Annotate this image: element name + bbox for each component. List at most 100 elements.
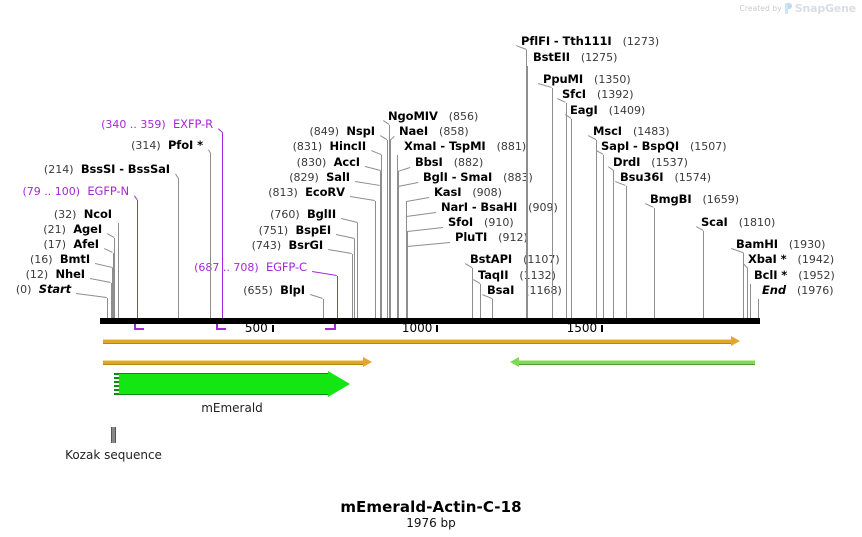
- site-label-xbai[interactable]: XbaI * (1942): [748, 253, 834, 267]
- site-label-bglii[interactable]: (760) BglII: [270, 208, 336, 222]
- site-label-sfoi[interactable]: SfoI (910): [448, 216, 514, 230]
- site-label-start[interactable]: (0) Start: [16, 282, 71, 297]
- memerald-orf-orange-arrow[interactable]: [103, 357, 372, 368]
- site-position: (314): [131, 139, 161, 152]
- site-position: (743): [251, 239, 282, 252]
- site-leader-line: [104, 248, 114, 253]
- site-label-msci[interactable]: MscI (1483): [593, 125, 670, 139]
- site-tick-line: [571, 119, 573, 318]
- site-position: (214): [43, 163, 74, 176]
- site-label-afei[interactable]: (17) AfeI: [44, 238, 100, 252]
- arrow-body: [103, 360, 363, 365]
- site-label-sfci[interactable]: SfcI (1392): [562, 87, 634, 102]
- site-label-bamhi[interactable]: BamHI (1930): [736, 238, 825, 252]
- site-name: NspI: [346, 124, 375, 138]
- site-label-eagi[interactable]: EagI (1409): [570, 104, 645, 118]
- site-label-bgli-smai[interactable]: BglI - SmaI (883): [423, 171, 533, 185]
- site-leader-line: [355, 181, 381, 186]
- site-label-bmti[interactable]: (16) BmtI: [30, 253, 90, 267]
- site-label-bsteii[interactable]: BstEII (1275): [533, 51, 617, 65]
- site-name: PflFI - Tth111I: [521, 34, 612, 48]
- site-label-egfp-n[interactable]: (79 .. 100) EGFP-N: [22, 185, 129, 199]
- site-label-bmgbi[interactable]: BmgBI (1659): [650, 193, 739, 207]
- site-name: BsaI: [487, 283, 515, 297]
- site-position: (79 .. 100): [22, 185, 81, 198]
- site-leader-line: [397, 167, 411, 172]
- site-label-agei[interactable]: (21) AgeI: [43, 223, 102, 237]
- site-label-naei[interactable]: NaeI (858): [399, 125, 469, 139]
- site-label-kasi[interactable]: KasI (908): [434, 186, 502, 200]
- site-leader-line: [371, 150, 382, 155]
- site-tick-line: [746, 268, 748, 318]
- site-position: (1168): [525, 284, 562, 297]
- full-length-orange-arrow[interactable]: [103, 336, 740, 347]
- site-label-sali[interactable]: (829) SalI: [289, 171, 350, 185]
- site-label-xmai-tspmi[interactable]: XmaI - TspMI (881): [404, 139, 526, 154]
- site-name: DrdI: [613, 155, 641, 169]
- site-label-drdi[interactable]: DrdI (1537): [613, 155, 688, 170]
- page-title: mEmerald-Actin-C-18: [340, 498, 522, 516]
- site-name: SapI - BspQI: [601, 139, 680, 153]
- site-tick-line: [397, 186, 399, 318]
- site-position: (1392): [596, 88, 634, 101]
- site-label-egfp-c[interactable]: (687 .. 708) EGFP-C: [194, 261, 307, 275]
- site-tick-line: [357, 223, 359, 318]
- site-position: (1574): [674, 171, 712, 184]
- site-position: (1976): [796, 284, 834, 297]
- site-tick-line: [406, 231, 408, 318]
- ruler-tick-mark: [271, 325, 274, 332]
- site-leader-line: [90, 278, 112, 283]
- site-label-hincii[interactable]: (831) HincII: [293, 139, 367, 154]
- site-label-bspei[interactable]: (751) BspEI: [259, 224, 331, 238]
- site-label-ncoi[interactable]: (32) NcoI: [54, 208, 112, 222]
- site-label-ngomiv[interactable]: NgoMIV (856): [388, 110, 478, 124]
- site-tick-line: [136, 200, 138, 318]
- site-label-exfp-r[interactable]: (340 .. 359) EXFP-R: [101, 118, 213, 132]
- site-name: PpuMI: [543, 72, 584, 86]
- site-label-scai[interactable]: ScaI (1810): [701, 216, 775, 230]
- site-label-ecorv[interactable]: (813) EcoRV: [268, 186, 345, 200]
- site-name: SfcI: [562, 87, 586, 101]
- site-name: XmaI - TspMI: [404, 139, 486, 153]
- site-label-bcli[interactable]: BclI * (1952): [754, 269, 835, 283]
- site-label-pfoi[interactable]: (314) PfoI *: [131, 139, 203, 153]
- site-position: (1132): [519, 269, 556, 282]
- site-position: (12): [25, 268, 49, 281]
- site-tick-line: [117, 223, 119, 318]
- arrow-head-icon: [510, 357, 519, 367]
- ruler-tick-label: 500: [244, 321, 268, 335]
- site-position: (340 .. 359): [101, 118, 166, 131]
- site-label-blpi[interactable]: (655) BlpI: [243, 284, 305, 298]
- site-label-sapi-bspqi[interactable]: SapI - BspQI (1507): [601, 139, 727, 154]
- actin-reverse-green-arrow[interactable]: [510, 357, 755, 368]
- site-name: HincII: [329, 139, 366, 153]
- site-position: (1507): [690, 140, 727, 153]
- site-label-pflfi-tth111i[interactable]: PflFI - Tth111I (1273): [521, 34, 659, 49]
- site-tick-line: [479, 284, 481, 318]
- site-tick-line: [351, 254, 353, 318]
- site-leader-line: [380, 135, 388, 140]
- site-leader-line: [407, 242, 451, 247]
- site-label-bbsi[interactable]: BbsI (882): [415, 156, 483, 170]
- site-label-nari-bsahi[interactable]: NarI - BsaHI (909): [441, 201, 558, 215]
- site-leader-line: [406, 212, 437, 217]
- site-label-nspi[interactable]: (849) NspI: [310, 124, 376, 139]
- memerald-cds-arrow[interactable]: [114, 371, 350, 397]
- site-name: Start: [38, 282, 71, 296]
- site-label-bsai[interactable]: BsaI (1168): [487, 283, 562, 298]
- site-label-acci[interactable]: (830) AccI: [297, 156, 360, 170]
- site-label-bsssi-bsssai[interactable]: (214) BssSI - BssSaI: [43, 163, 170, 177]
- site-label-end[interactable]: End (1976): [762, 284, 834, 298]
- site-label-nhei[interactable]: (12) NheI: [25, 268, 86, 282]
- site-label-bsu36i[interactable]: Bsu36I (1574): [620, 171, 712, 185]
- site-label-bstapi[interactable]: BstAPI (1107): [470, 253, 560, 267]
- site-tick-line: [565, 103, 567, 318]
- site-label-taqii[interactable]: TaqII (1132): [478, 269, 556, 283]
- kozak-sequence-marker[interactable]: [111, 427, 116, 443]
- site-label-ppumi[interactable]: PpuMI (1350): [543, 72, 631, 87]
- site-position: (858): [439, 125, 469, 138]
- site-tick-line: [112, 268, 114, 318]
- site-label-bsrgi[interactable]: (743) BsrGI: [251, 239, 324, 253]
- site-leader-line: [107, 233, 115, 238]
- site-label-pluti[interactable]: PluTI (912): [455, 231, 528, 245]
